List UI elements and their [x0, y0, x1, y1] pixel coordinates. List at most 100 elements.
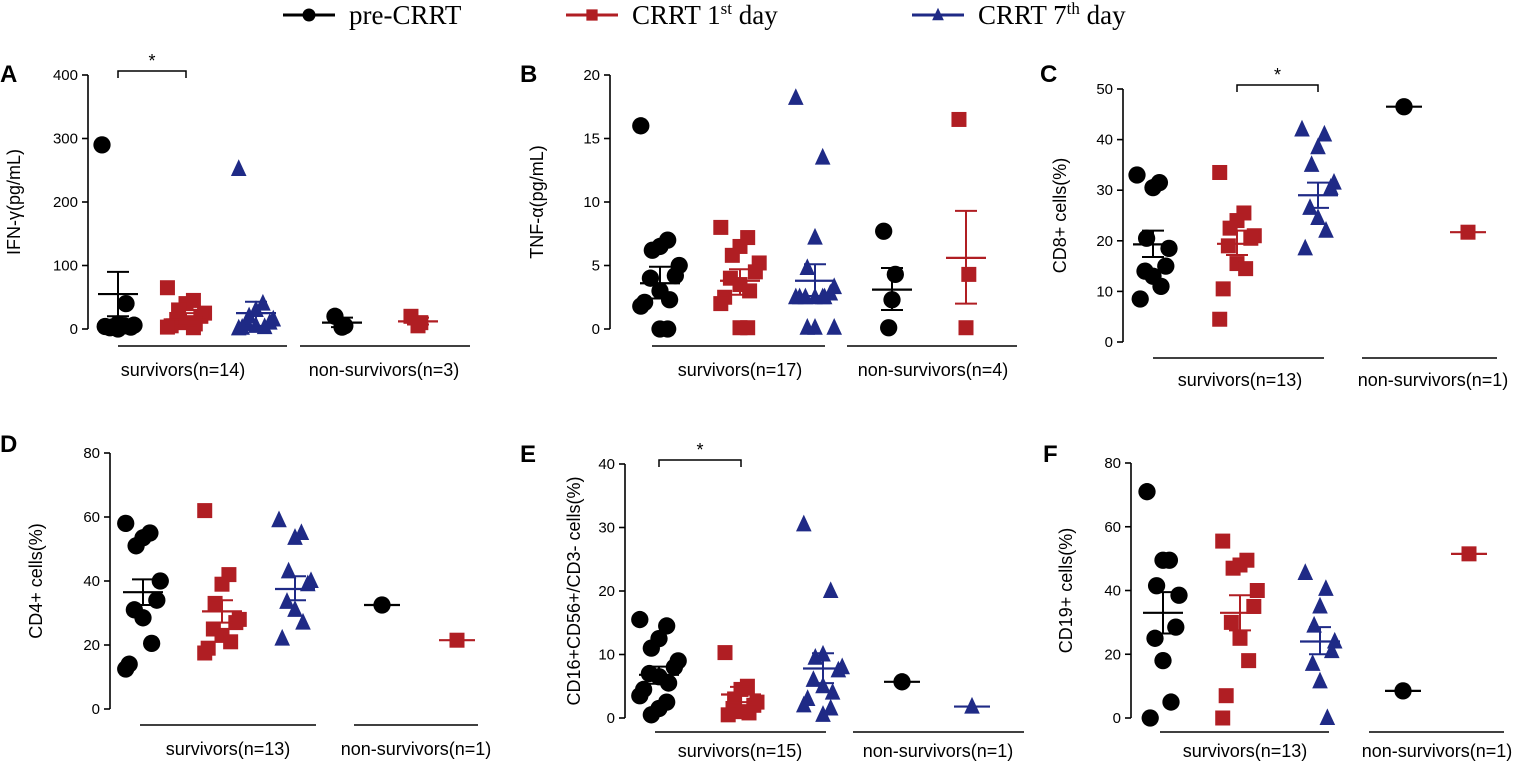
square-point-marker	[1223, 614, 1239, 630]
square-point-marker	[1246, 598, 1262, 614]
triangle-point-marker	[280, 561, 297, 579]
x-group-label-survivors: survivors(n=13)	[166, 739, 291, 759]
y-tick-label: 5	[592, 258, 600, 275]
panel-letter: D	[0, 431, 17, 458]
y-tick-label: 0	[1113, 710, 1121, 727]
circle-point-marker	[1141, 709, 1159, 727]
triangle-point-marker	[805, 670, 822, 687]
y-tick-label: 80	[1104, 455, 1121, 472]
triangle-point-marker	[287, 528, 303, 545]
x-group-label-non-survivors: non-survivors(n=4)	[858, 360, 1009, 380]
x-group-label-survivors: survivors(n=13)	[1183, 741, 1308, 761]
legend-item-crrt-7th-day: CRRT 7th day	[912, 0, 1126, 30]
square-point-marker	[207, 595, 223, 611]
bracket-line	[117, 70, 187, 78]
triangle-point-marker	[1318, 579, 1334, 596]
circle-point-marker	[666, 267, 684, 285]
triangle-point-marker	[287, 600, 303, 617]
y-tick-label: 0	[592, 321, 600, 338]
triangle-point-marker	[1297, 563, 1314, 580]
circle-point-marker	[143, 634, 161, 653]
triangle-point-marker	[815, 705, 831, 722]
panel-c: C 0 10 20 30 40 50 CD8+ cells(%) survivors(n=13)…	[1040, 61, 1508, 390]
square-point-marker	[958, 320, 974, 336]
legend-item-crrt-1st-day: CRRT 1st day	[566, 0, 778, 30]
series-pre-crrt-survivors	[632, 117, 688, 338]
series-pre-crrt-survivors	[1128, 166, 1178, 308]
triangle-point-marker	[807, 227, 823, 245]
significance-bracket: *	[117, 51, 187, 78]
circle-point-marker	[1152, 277, 1170, 295]
circle-point-marker	[93, 136, 111, 154]
square-point-marker	[1220, 238, 1236, 254]
legend-label-sup: th	[1067, 0, 1081, 18]
y-tick-label: 15	[583, 131, 600, 148]
y-tick-label: 40	[83, 573, 100, 590]
circle-point-marker	[642, 639, 660, 657]
x-group-label-non-survivors: non-survivors(n=1)	[341, 739, 492, 759]
circle-point-marker	[109, 320, 127, 338]
series-crrt-1st-day-non-survivors	[1450, 224, 1486, 240]
panel-letter: E	[520, 441, 536, 468]
y-tick-label: 300	[53, 131, 78, 148]
triangle-point-marker	[1312, 596, 1328, 614]
circle-point-marker	[122, 318, 140, 336]
series-crrt-1st-day-non-survivors	[439, 632, 475, 648]
y-tick-label: 0	[1105, 334, 1113, 351]
circle-point-marker	[148, 591, 166, 609]
y-axis-title: IFN-γ(pg/mL)	[4, 149, 24, 255]
y-tick-label: 200	[53, 194, 78, 211]
circle-point-marker	[117, 294, 135, 313]
panel-f: F 0 20 40 60 80 CD19+ cells(%) survivors(n=13) n…	[1043, 441, 1512, 761]
triangle-point-marker	[796, 695, 812, 713]
triangle-point-marker	[1312, 671, 1328, 689]
triangle-point-marker	[1302, 198, 1318, 215]
series-pre-crrt-survivors	[93, 136, 143, 338]
square-point-marker	[961, 266, 977, 282]
square-point-marker	[747, 264, 763, 280]
square-point-marker	[214, 576, 230, 592]
y-tick-label: 40	[598, 456, 615, 473]
triangle-point-marker	[807, 648, 824, 665]
legend: pre-CRRT CRRT 1st day CRRT 7th day	[283, 0, 1126, 30]
square-point-marker	[951, 111, 967, 127]
series-crrt-7th-day-non-survivors	[954, 696, 990, 714]
square-point-marker	[1225, 560, 1241, 576]
panel-letter: B	[520, 61, 537, 88]
square-point-marker	[742, 283, 758, 299]
y-tick-label: 10	[598, 647, 615, 664]
x-group-label-survivors: survivors(n=15)	[678, 741, 803, 761]
square-point-marker	[223, 634, 239, 650]
bracket-line	[658, 459, 742, 467]
triangle-point-marker	[796, 514, 812, 532]
triangle-point-marker	[822, 698, 839, 716]
circle-point-marker	[631, 610, 649, 629]
triangle-point-marker	[824, 682, 841, 700]
x-group-label-non-survivors: non-survivors(n=1)	[863, 741, 1014, 761]
circle-point-marker	[117, 514, 135, 533]
square-point-marker	[717, 645, 733, 661]
legend-label: CRRT 7th day	[978, 0, 1126, 30]
y-tick-label: 0	[92, 701, 100, 718]
x-group-label-survivors: survivors(n=17)	[678, 360, 803, 380]
circle-point-marker	[642, 706, 660, 724]
series-crrt-1st-day-survivors	[197, 503, 247, 661]
square-point-marker	[159, 280, 175, 296]
series-pre-crrt-survivors	[1138, 483, 1188, 727]
x-group-label-non-survivors: non-survivors(n=1)	[1362, 741, 1513, 761]
series-crrt-1st-day-non-survivors	[398, 308, 438, 334]
y-tick-label: 400	[53, 67, 78, 84]
legend-label: pre-CRRT	[349, 0, 462, 30]
y-axis-title: CD8+ cells(%)	[1050, 158, 1070, 274]
y-tick-label: 100	[53, 258, 78, 275]
panel-e: E 0 10 20 30 40 CD16+CD56+/CD3- cells(%) surviv…	[520, 440, 1024, 761]
series-crrt-1st-day-non-survivors	[946, 111, 986, 336]
series-crrt-7th-day-survivors	[1297, 563, 1343, 726]
triangle-point-marker	[826, 318, 842, 335]
significance-star: *	[148, 51, 155, 71]
square-point-marker	[159, 319, 175, 335]
circle-point-marker	[1137, 229, 1156, 247]
circle-point-marker	[660, 291, 679, 309]
square-point-marker	[185, 320, 201, 336]
